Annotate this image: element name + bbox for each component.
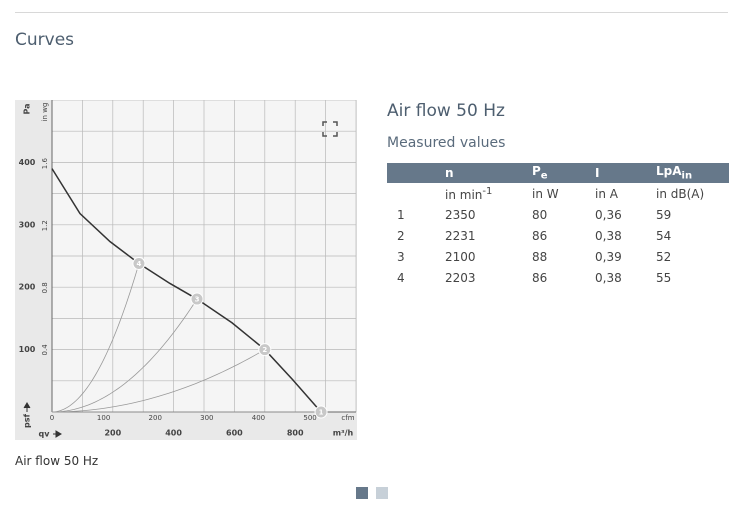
y2-tick-label: 0.8	[41, 282, 49, 293]
unit-cell	[387, 183, 445, 204]
table-row: 4 2203 86 0,38 55	[387, 267, 729, 288]
operating-point	[258, 343, 272, 357]
x2-tick-label: 400	[252, 414, 265, 422]
table-row: 1 2350 80 0,36 59	[387, 204, 729, 225]
expand-icon[interactable]	[322, 121, 338, 137]
x-arrow	[53, 430, 62, 438]
unit-cell: in W	[532, 183, 595, 204]
table-cell: 0,38	[595, 228, 622, 243]
x2-tick-label: 200	[149, 414, 162, 422]
x-tick-label: 400	[165, 429, 182, 438]
x-tick-label: 600	[226, 429, 243, 438]
x2-tick-label: 500	[303, 414, 316, 422]
plot: 1 2 3 4	[51, 100, 357, 419]
table-cell: 2100	[445, 249, 476, 264]
table-cell: 2350	[445, 207, 476, 222]
x2-tick-label: 0	[50, 414, 54, 422]
table-row: 3 2100 88 0,39 52	[387, 246, 729, 267]
panel-subtitle: Measured values	[387, 135, 506, 151]
y-arrow	[23, 402, 31, 412]
y-tick-label: 100	[19, 345, 36, 354]
table-cell: 3	[397, 249, 405, 264]
unit-cell-text: in dB(A)	[656, 186, 705, 201]
header-cell-text: n	[445, 166, 454, 180]
table-cell: 2203	[445, 270, 476, 285]
curve	[51, 168, 322, 413]
page-dot-active[interactable]	[356, 487, 368, 499]
operating-point	[190, 292, 204, 306]
table-cell: 2231	[445, 228, 476, 243]
y-tick-label: 200	[19, 283, 36, 292]
y-axis-label: Pa	[23, 103, 32, 114]
y2-tick-label: 0.4	[41, 344, 49, 356]
table-row: 2 2231 86 0,38 54	[387, 225, 729, 246]
table-cell: 86	[532, 270, 548, 285]
system-curve	[51, 349, 266, 413]
unit-cell: in dB(A)	[656, 183, 729, 204]
header-cell: I	[595, 163, 656, 183]
y2-tick-label: 1.6	[41, 158, 49, 170]
table-cell: 52	[656, 249, 672, 264]
header-cell-text: I	[595, 166, 600, 180]
unit-cell-sup: -1	[482, 185, 493, 197]
table-cell: 0,36	[595, 207, 622, 222]
x2-axis-label: cfm	[341, 414, 354, 422]
x-symbol: qv	[39, 430, 51, 439]
unit-cell: in min-1	[445, 183, 532, 204]
system-curve	[51, 263, 140, 413]
table-cell: 54	[656, 228, 672, 243]
operating-point	[132, 256, 146, 270]
x-tick-label: 200	[104, 429, 121, 438]
table-cell: 0,38	[595, 270, 622, 285]
x-axis-label: m³/h	[333, 429, 354, 438]
y2-axis-label: in wg	[41, 103, 49, 122]
y-symbol: psf	[23, 413, 32, 427]
table-cell: 0,39	[595, 249, 622, 264]
header-cell-sub: e	[540, 170, 548, 182]
point-label: 1	[319, 409, 324, 417]
unit-cell-text: in A	[595, 186, 618, 201]
header-cell: Pe	[532, 163, 595, 183]
point-label: 3	[195, 296, 200, 304]
panel-title: Air flow 50 Hz	[387, 101, 505, 121]
divider	[15, 12, 728, 13]
table-cell: 2	[397, 228, 405, 243]
page-dot[interactable]	[376, 487, 388, 499]
header-cell-sub: in	[681, 170, 693, 182]
table-cell: 86	[532, 228, 548, 243]
table-cell: 4	[397, 270, 405, 285]
header-cell: LpAin	[656, 163, 729, 183]
header-cell-text: LpA	[656, 164, 682, 179]
unit-cell-text: in W	[532, 186, 559, 201]
point-label: 4	[137, 260, 142, 268]
y-tick-label: 400	[19, 158, 36, 167]
x2-tick-label: 100	[97, 414, 110, 422]
header-cell	[387, 163, 445, 183]
system-curve	[51, 298, 198, 413]
caption: Air flow 50 Hz	[15, 454, 99, 468]
header-cell: n	[445, 163, 532, 183]
point-label: 2	[262, 346, 267, 354]
x-tick-label: 800	[287, 429, 304, 438]
table-cell: 1	[397, 207, 405, 222]
table-cell: 55	[656, 270, 672, 285]
unit-cell: in A	[595, 183, 656, 204]
section-title: Curves	[15, 30, 75, 50]
table-cell: 88	[532, 249, 548, 264]
table-cell: 80	[532, 207, 548, 222]
x2-tick-label: 300	[200, 414, 213, 422]
unit-cell-text: in min	[445, 187, 483, 202]
table-cell: 59	[656, 207, 672, 222]
y2-tick-label: 1.2	[41, 220, 49, 231]
header-cell-text: P	[532, 164, 541, 179]
operating-point	[314, 405, 328, 419]
y-tick-label: 300	[19, 220, 36, 229]
